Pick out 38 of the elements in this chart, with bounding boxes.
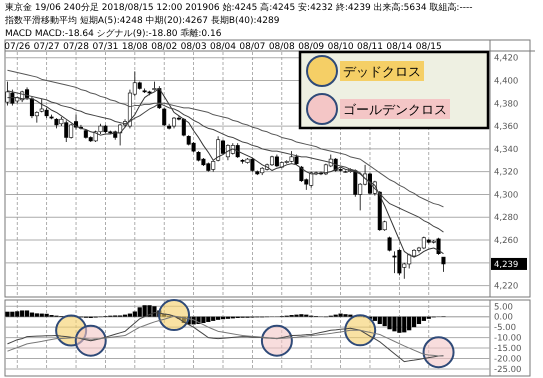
x-tick-label: 08/04	[210, 42, 236, 52]
x-tick-label: 08/03	[180, 42, 207, 52]
x-tick-label: 08/15	[416, 42, 442, 52]
y-tick-label: -10.00	[494, 334, 522, 344]
y-tick-label: -25.00	[494, 364, 522, 375]
y-tick-label: 4,420	[494, 54, 518, 64]
y-tick-label: 4,360	[494, 122, 518, 132]
y-tick-label: 4,220	[494, 282, 518, 292]
x-tick-label: 07/27	[34, 42, 60, 52]
legend-label: ゴールデンクロス	[343, 103, 447, 118]
x-tick-label: 08/11	[357, 42, 383, 52]
y-tick-label: 4,340	[494, 144, 518, 155]
y-tick-label: -20.00	[494, 354, 522, 365]
y-tick-label: 5.00	[494, 302, 513, 312]
text: 4,239	[494, 260, 518, 270]
y-tick-label: 4,400	[494, 76, 518, 86]
y-tick-label: 4,320	[494, 168, 518, 178]
x-tick-label: 08/09	[298, 42, 324, 52]
y-tick-label: 0.00	[494, 312, 513, 323]
x-tick-label: 08/14	[386, 42, 413, 52]
x-tick-label: 08/10	[328, 42, 354, 52]
text: MACD MACD:-18.64 シグナル(9):-18.80 乖離:0.16	[5, 28, 222, 39]
chart-subtitle: 指数平滑移動平均 短期A(5):4248 中期(20):4267 長期B(40):4289	[4, 15, 280, 26]
x-tick-label: 07/26	[4, 42, 30, 52]
y-tick-label: 4,380	[494, 99, 518, 110]
x-tick-label: 07/28	[63, 42, 90, 52]
x-tick-label: 08/08	[268, 42, 296, 52]
y-tick-label: -5.00	[494, 323, 516, 334]
chart-title: 東京金 19/06 240分足 2018/08/15 12:00 201906 始:4245 高:4245 安:4232 終:4239 出来高:5634 取組高:----	[5, 2, 472, 13]
x-tick-label: 07/31	[92, 42, 118, 52]
x-tick-label: 08/02	[151, 42, 178, 52]
y-tick-label: 4,280	[494, 213, 518, 224]
x-tick-label: 08/07	[239, 42, 266, 52]
x-tick-label: 18/08	[122, 42, 148, 52]
y-tick-label: -15.00	[494, 344, 522, 354]
legend-label: デッドクロス	[343, 65, 421, 80]
y-tick-label: 4,300	[494, 190, 518, 200]
y-tick-label: 4,260	[494, 236, 518, 246]
